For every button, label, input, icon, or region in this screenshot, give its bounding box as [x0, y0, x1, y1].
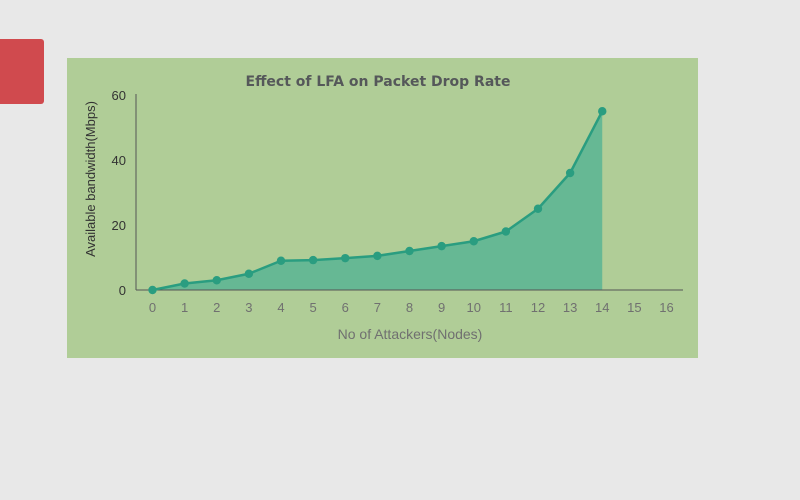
y-tick-label: 40 [112, 153, 126, 168]
x-tick-label: 16 [659, 300, 673, 315]
y-axis-label: Available bandwidth(Mbps) [83, 101, 98, 257]
data-point [598, 107, 607, 116]
chart-title: Effect of LFA on Packet Drop Rate [246, 74, 511, 90]
data-point [148, 285, 157, 295]
x-tick-label: 0 [149, 300, 156, 315]
x-tick-label: 12 [531, 300, 545, 315]
x-tick-label: 10 [467, 300, 481, 315]
x-tick-label: 9 [438, 300, 445, 315]
data-point [244, 269, 254, 278]
x-tick-label: 2 [213, 300, 220, 315]
x-tick-label: 15 [627, 300, 641, 315]
data-point [437, 241, 446, 251]
x-tick-label: 6 [342, 300, 349, 315]
data-point [212, 276, 221, 285]
x-tick-label: 11 [499, 300, 513, 315]
x-tick-label: 8 [406, 300, 413, 315]
data-point [501, 227, 511, 236]
data-point [276, 256, 286, 265]
x-tick-label: 3 [245, 300, 252, 315]
series-area [152, 111, 603, 290]
x-tick-label: 1 [181, 300, 188, 315]
x-tick-label: 14 [595, 300, 609, 315]
y-tick-label: 0 [119, 283, 126, 298]
x-axis-label: No of Attackers(Nodes) [338, 326, 483, 342]
x-tick-label: 5 [310, 300, 317, 315]
data-point [308, 255, 318, 265]
y-tick-label: 20 [112, 218, 126, 233]
data-point [533, 204, 543, 213]
data-point [565, 168, 575, 178]
red-side-tab [0, 39, 44, 104]
data-point [373, 251, 382, 261]
data-point [469, 237, 478, 246]
data-point [180, 279, 189, 288]
y-tick-label: 60 [112, 88, 126, 103]
data-point [341, 253, 350, 263]
x-tick-label: 4 [277, 300, 284, 315]
x-tick-label: 7 [374, 300, 381, 315]
data-point [405, 246, 414, 256]
x-tick-label: 13 [563, 300, 577, 315]
